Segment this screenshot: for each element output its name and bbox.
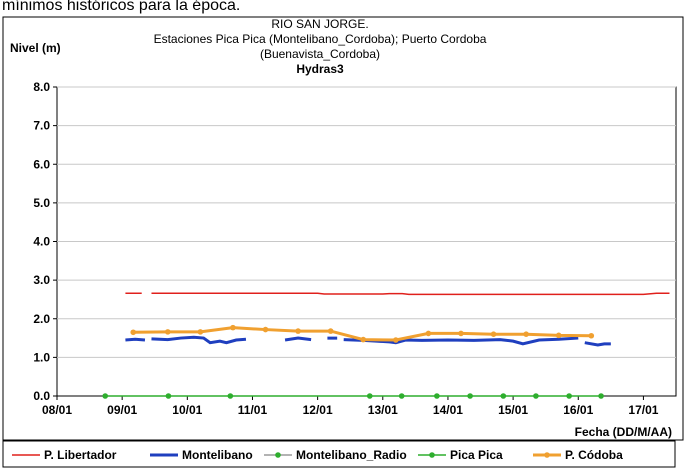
series-marker bbox=[566, 393, 572, 399]
series-line bbox=[125, 335, 611, 347]
series-marker bbox=[434, 393, 440, 399]
series-marker bbox=[467, 393, 473, 399]
series-marker bbox=[164, 329, 171, 335]
y-tick-label: 5.0 bbox=[33, 196, 50, 210]
x-tick-label: 16/01 bbox=[563, 403, 593, 417]
y-tick-label: 4.0 bbox=[33, 235, 50, 249]
y-tick-label: 7.0 bbox=[33, 119, 50, 133]
series-marker bbox=[393, 337, 399, 343]
chart-title: RIO SAN JORGE. bbox=[271, 17, 368, 31]
series-marker bbox=[366, 393, 373, 399]
series-marker bbox=[230, 324, 236, 331]
y-tick-label: 1.0 bbox=[33, 350, 50, 364]
series-marker bbox=[523, 331, 529, 338]
series-marker bbox=[130, 329, 137, 336]
y-tick-label: 3.0 bbox=[33, 273, 50, 287]
legend-marker bbox=[544, 452, 550, 458]
series-marker bbox=[295, 328, 301, 334]
legend-marker bbox=[275, 452, 281, 458]
chart-title: (Buenavista_Cordoba) bbox=[260, 47, 380, 61]
legend-label: P. Códoba bbox=[565, 448, 623, 462]
series-marker bbox=[533, 393, 539, 399]
x-tick-label: 10/01 bbox=[172, 403, 202, 417]
y-tick-label: 8.0 bbox=[33, 80, 50, 94]
series-marker bbox=[555, 332, 562, 339]
chart-subtitle: Hydras3 bbox=[296, 62, 344, 76]
series-marker bbox=[500, 393, 507, 399]
legend-label: Pica Pica bbox=[450, 448, 503, 462]
series-marker bbox=[227, 393, 234, 399]
legend-box bbox=[2, 440, 676, 468]
series-marker bbox=[197, 329, 204, 335]
legend-label: Montelibano bbox=[182, 448, 253, 462]
y-tick-label: 6.0 bbox=[33, 157, 50, 171]
series-line bbox=[125, 292, 670, 296]
x-tick-label: 14/01 bbox=[433, 403, 463, 417]
series-marker bbox=[598, 393, 604, 399]
x-tick-label: 08/01 bbox=[42, 403, 72, 417]
y-tick-label: 2.0 bbox=[33, 312, 50, 326]
series-marker bbox=[398, 393, 405, 399]
x-tick-label: 12/01 bbox=[303, 403, 333, 417]
legend-marker bbox=[429, 452, 435, 458]
legend-label: P. Libertador bbox=[44, 448, 117, 462]
chart-frame bbox=[2, 16, 684, 441]
series-marker bbox=[262, 326, 269, 333]
x-tick-label: 09/01 bbox=[107, 403, 137, 417]
header-note: mínimos históricos para la época. bbox=[2, 0, 240, 14]
chart-title: Estaciones Pica Pica (Montelibano_Cordob… bbox=[154, 32, 487, 46]
series-marker bbox=[458, 330, 464, 337]
series-marker bbox=[165, 393, 172, 399]
series-marker bbox=[102, 393, 109, 399]
x-axis-label: Fecha (DD/M/AA) bbox=[575, 425, 672, 439]
series-marker bbox=[327, 328, 334, 334]
series-marker bbox=[588, 332, 595, 339]
y-tick-label: 0.0 bbox=[33, 389, 50, 403]
y-axis-label: Nivel (m) bbox=[10, 41, 61, 55]
series-marker bbox=[425, 330, 432, 337]
x-tick-label: 13/01 bbox=[368, 403, 398, 417]
x-tick-label: 17/01 bbox=[628, 403, 658, 417]
x-tick-label: 15/01 bbox=[498, 403, 528, 417]
series-marker bbox=[490, 331, 497, 338]
x-tick-label: 11/01 bbox=[238, 403, 268, 417]
legend-label: Montelibano_Radio bbox=[296, 448, 407, 462]
series-marker bbox=[360, 336, 367, 343]
